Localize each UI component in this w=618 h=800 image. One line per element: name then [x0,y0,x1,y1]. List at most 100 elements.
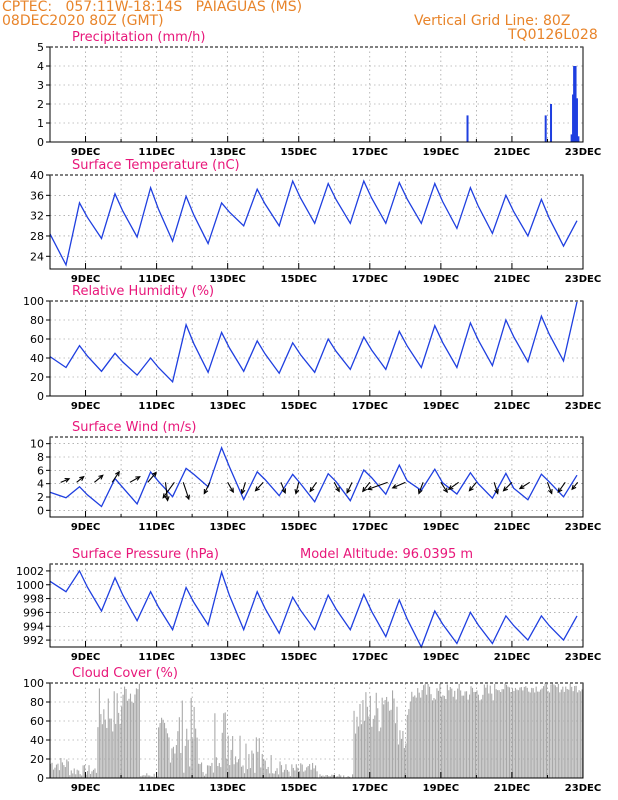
cloud-bar [88,765,90,778]
wind-arrow-head [346,488,351,494]
cloud-bar [306,767,308,778]
wind-arrow [440,482,448,493]
precip-bar [572,94,575,142]
model-code: TQ0126L028 [508,27,598,43]
y-tick-label: 40 [30,352,44,365]
cloud-bar [221,732,223,778]
x-tick-label: 11DEC [138,652,174,663]
x-tick-label: 19DEC [423,274,459,285]
wind-arrow-head [309,486,315,493]
cloud-bar [562,686,564,778]
cloud-bar [548,692,551,778]
cloud-bar [381,697,383,778]
cloud-bar [477,694,479,778]
wind-arrow-head [151,471,157,478]
y-tick-label: 24 [30,250,44,263]
panel-title: Surface Pressure (hPa) [72,547,219,562]
cloud-bar [568,689,570,778]
wind-arrow-head [557,487,563,494]
cloud-bar [51,762,53,778]
run-date: 08DEC2020 80Z (GMT) [2,13,164,29]
x-tick-label: 13DEC [209,147,245,158]
wind-arrow-head [203,488,209,495]
panel-3-frame [49,436,584,518]
cloud-bar [531,687,533,778]
cloud-bar [439,683,441,778]
y-tick-label: 20 [30,753,44,766]
x-tick-label: 23DEC [565,783,601,794]
cloud-bar [486,684,488,778]
cloud-bar [208,765,210,778]
cloud-bar [226,758,228,778]
x-tick-label: 17DEC [352,522,388,533]
x-tick-label: 17DEC [352,783,388,794]
cloud-bar [550,684,552,778]
cloud-bar [442,695,444,778]
cloud-bar [288,771,290,778]
cloud-bar [100,714,102,778]
cloud-bar [291,764,293,778]
wind-arrow-head [115,470,120,477]
cloud-bar [215,757,217,778]
cloud-bar [488,693,490,778]
cloud-bar [294,770,296,778]
y-tick-label: 1002 [16,565,44,578]
wind-arrow [76,476,84,483]
wind-arrow-head [335,486,340,493]
cloud-bar [144,775,146,778]
cloud-bar [554,685,556,778]
wind-arrow-head [229,487,234,494]
y-tick-label: 40 [30,169,44,182]
cloud-bar [483,684,485,778]
cloud-bar [79,774,81,778]
cloud-bar [470,686,472,778]
x-tick-label: 13DEC [209,401,245,412]
cloud-bar [454,690,456,778]
cloud-bar [328,776,330,778]
wind-arrow [557,482,566,493]
cloud-bar [578,690,580,778]
x-tick-label: 19DEC [423,652,459,663]
wind-arrow-head [240,489,246,495]
cloud-bar [455,699,457,778]
cloud-bar [269,773,271,778]
cloud-bar [52,769,55,778]
cloud-bar [298,771,300,778]
cloud-bar [511,688,514,778]
x-tick-label: 19DEC [423,783,459,794]
cloud-bar [272,773,274,778]
cloud-bar [463,695,465,778]
cloud-bar [399,730,401,778]
cloud-bar [528,691,530,778]
y-tick-label: 40 [30,734,44,747]
cloud-bar [300,763,302,778]
cloud-bar [383,704,385,778]
cloud-bar [147,775,149,778]
wind-arrow-head [185,494,190,501]
cloud-bar [365,692,367,778]
wind-arrow [227,482,234,493]
cloud-bar [473,691,475,778]
cloud-bar [520,687,522,778]
cloud-bar [249,768,251,778]
cloud-bar [270,755,272,778]
cloud-bar [349,776,351,778]
cloud-bar [572,691,574,778]
cloud-bar [233,764,235,778]
precip-bar [544,115,547,142]
y-tick-label: 0 [37,390,44,403]
cloud-bar [166,733,169,778]
cloud-bar [301,764,303,778]
cloud-bar [310,769,312,778]
cloud-bar [81,775,83,778]
cloud-bar [497,690,499,778]
x-tick-label: 21DEC [494,783,530,794]
cloud-bar [140,776,142,778]
cloud-bar [424,683,426,778]
cloud-bar [143,775,145,778]
cloud-bar [273,773,275,778]
cloud-bar [581,689,583,778]
cloud-bar [211,762,213,778]
cloud-bar [323,776,325,778]
cloud-bar [544,683,546,778]
